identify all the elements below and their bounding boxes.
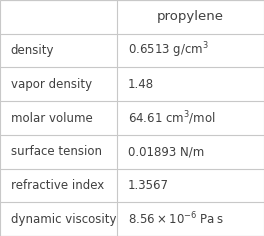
Text: density: density xyxy=(11,44,54,57)
Text: surface tension: surface tension xyxy=(11,145,102,158)
Text: 0.6513 g/cm$^3$: 0.6513 g/cm$^3$ xyxy=(128,41,209,60)
Text: molar volume: molar volume xyxy=(11,111,92,125)
Text: refractive index: refractive index xyxy=(11,179,104,192)
Text: propylene: propylene xyxy=(157,10,224,23)
Text: 64.61 cm$^3$/mol: 64.61 cm$^3$/mol xyxy=(128,109,216,127)
Text: 1.3567: 1.3567 xyxy=(128,179,169,192)
Text: vapor density: vapor density xyxy=(11,78,92,91)
Text: 1.48: 1.48 xyxy=(128,78,154,91)
Text: $8.56\times10^{-6}$ Pa s: $8.56\times10^{-6}$ Pa s xyxy=(128,211,224,228)
Text: dynamic viscosity: dynamic viscosity xyxy=(11,213,116,226)
Text: 0.01893 N/m: 0.01893 N/m xyxy=(128,145,204,158)
